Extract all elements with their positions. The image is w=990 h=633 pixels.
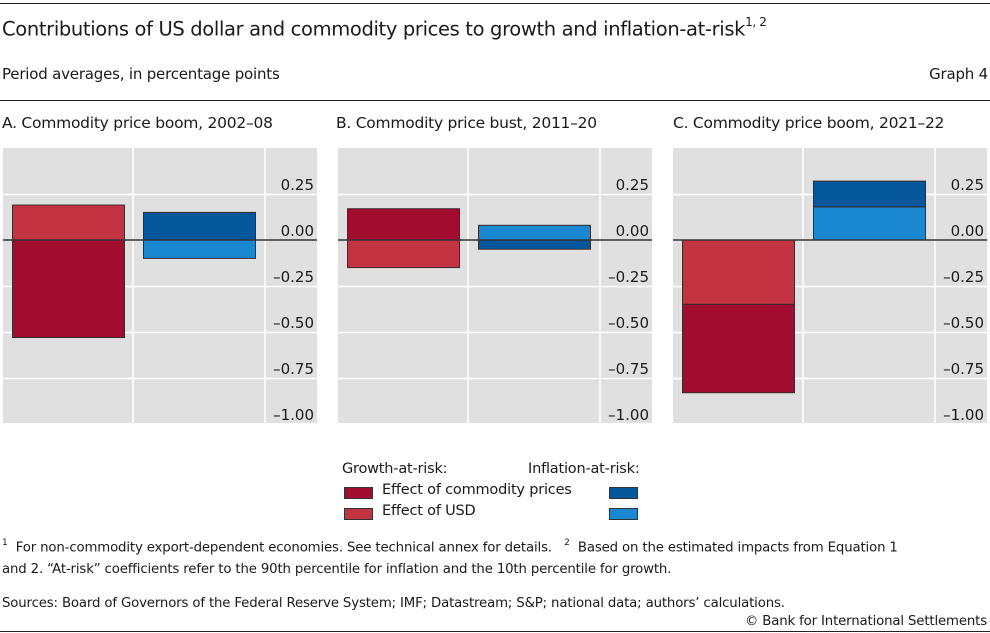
y-tick-label: 0.25 — [616, 176, 649, 194]
panel-a-title: A. Commodity price boom, 2002–08 — [2, 114, 273, 132]
panel-c-title: C. Commodity price boom, 2021–22 — [673, 114, 945, 132]
bar-inflation-commodity — [478, 239, 591, 250]
y-tick-label: 0.00 — [616, 222, 649, 240]
legend-label-commodity: Effect of commodity prices — [382, 482, 572, 498]
bar-growth-commodity — [347, 208, 460, 241]
y-tick-label: –0.75 — [608, 360, 649, 378]
y-tick-label: –0.75 — [273, 360, 314, 378]
y-tick-label: –0.50 — [273, 314, 314, 332]
y-tick-label: 0.25 — [951, 176, 984, 194]
y-tick-label: –1.00 — [608, 406, 649, 424]
legend-swatch-growth-usd — [344, 508, 373, 520]
footnote-line-2: and 2. “At-risk” coefficients refer to t… — [2, 562, 672, 577]
footnote-2-text: Based on the estimated impacts from Equa… — [577, 540, 898, 556]
panel-b-chart: 0.25 0.00 –0.25 –0.50 –0.75 –1.00 — [338, 148, 652, 424]
legend-swatch-growth-commodity — [344, 487, 373, 499]
chart-title-text: Contributions of US dollar and commodity… — [2, 17, 746, 41]
y-tick-label: –0.25 — [943, 268, 984, 286]
panel-b-title: B. Commodity price bust, 2011–20 — [336, 114, 597, 132]
sources: Sources: Board of Governors of the Feder… — [2, 596, 785, 611]
chart-title: Contributions of US dollar and commodity… — [2, 15, 767, 41]
bar-inflation-commodity — [143, 211, 256, 241]
header-rule — [0, 100, 990, 101]
y-tick-label: –0.75 — [943, 360, 984, 378]
y-tick-label: 0.00 — [951, 222, 984, 240]
bar-growth-commodity — [12, 239, 125, 339]
bar-inflation-usd — [478, 224, 591, 241]
graph-number: Graph 4 — [929, 65, 988, 83]
plot-background — [338, 148, 652, 423]
y-tick-label: –0.50 — [943, 314, 984, 332]
copyright: © Bank for International Settlements — [745, 614, 987, 629]
bar-inflation-usd — [813, 206, 926, 241]
y-tick-label: –0.25 — [608, 268, 649, 286]
legend-swatch-inflation-usd — [609, 508, 638, 520]
chart-subtitle: Period averages, in percentage points — [2, 65, 280, 83]
bar-inflation-commodity — [813, 180, 926, 208]
legend-swatch-inflation-commodity — [609, 487, 638, 499]
bar-growth-usd — [682, 239, 795, 305]
y-tick-label: 0.00 — [281, 222, 314, 240]
bottom-rule — [0, 631, 990, 632]
footnote-1-mark: 1 — [2, 538, 8, 548]
title-footnote-marks: 1, 2 — [745, 15, 767, 29]
panel-a-chart: 0.25 0.00 –0.25 –0.50 –0.75 –1.00 — [3, 148, 317, 424]
bar-growth-usd — [12, 204, 125, 241]
footnote-1-text: For non-commodity export-dependent econo… — [15, 540, 552, 556]
bar-growth-usd — [347, 239, 460, 269]
legend-inflation-header: Inflation-at-risk: — [528, 461, 640, 477]
footnote-line-1: 1 For non-commodity export-dependent eco… — [2, 538, 898, 556]
bar-inflation-usd — [143, 239, 256, 259]
footnote-2-mark: 2 — [564, 538, 570, 548]
y-tick-label: –0.50 — [608, 314, 649, 332]
legend-label-usd: Effect of USD — [382, 503, 476, 519]
y-tick-label: –0.25 — [273, 268, 314, 286]
y-tick-label: –1.00 — [273, 406, 314, 424]
y-tick-label: 0.25 — [281, 176, 314, 194]
bar-growth-commodity — [682, 303, 795, 394]
legend-growth-header: Growth-at-risk: — [342, 461, 448, 477]
panel-c-chart: 0.25 0.00 –0.25 –0.50 –0.75 –1.00 — [673, 148, 987, 424]
top-rule — [0, 3, 990, 4]
y-tick-label: –1.00 — [943, 406, 984, 424]
